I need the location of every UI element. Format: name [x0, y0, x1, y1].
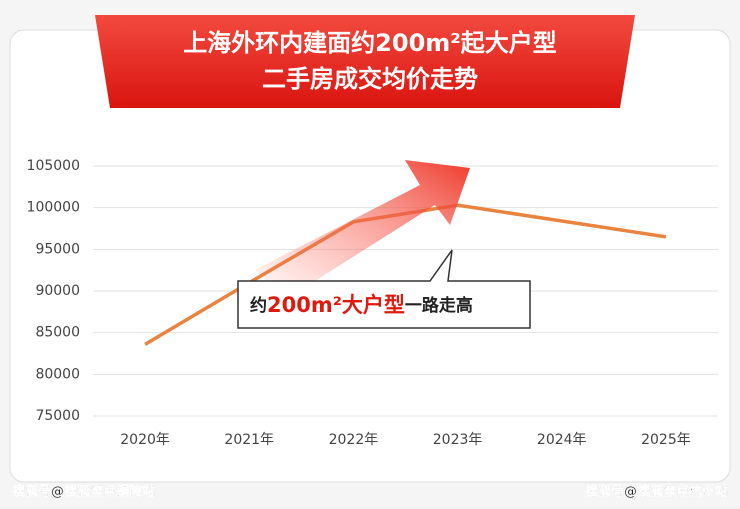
y-tick-label: 95000: [35, 241, 80, 257]
plot: 75000 80000 85000 90000 95000 100000 105000 202…: [27, 158, 718, 448]
watermark: 搜狐号@搜狐焦点铜陵站: [12, 484, 155, 500]
annotation-part: 约: [250, 295, 267, 316]
y-tick-label: 100000: [27, 200, 80, 216]
x-tick-label: 2025年: [641, 432, 691, 448]
x-tick-label: 2022年: [329, 432, 379, 448]
chart-title: 二手房成交均价走势: [262, 65, 478, 93]
annotation-part: 200m²大户型: [267, 293, 405, 317]
x-tick-label: 2024年: [537, 432, 587, 448]
y-tick-label: 85000: [35, 325, 80, 341]
annotation-part: 一路走高: [405, 295, 473, 316]
callout: [237, 249, 531, 329]
annotation: 约200m²大户型一路走高: [250, 293, 473, 317]
x-tick-label: 2020年: [120, 432, 170, 448]
watermark: 搜狐号@搜狐焦点杭州站: [585, 484, 728, 500]
chart-title: 上海外环内建面约200m²起大户型: [183, 29, 557, 57]
arrow: [255, 160, 470, 300]
y-tick-label: 105000: [27, 158, 80, 174]
x-tick-label: 2023年: [433, 432, 483, 448]
y-tick-label: 90000: [35, 283, 80, 299]
y-tick-label: 80000: [35, 366, 80, 382]
title-banner: [95, 15, 635, 108]
x-tick-label: 2021年: [224, 432, 274, 448]
y-tick-label: 75000: [35, 408, 80, 424]
